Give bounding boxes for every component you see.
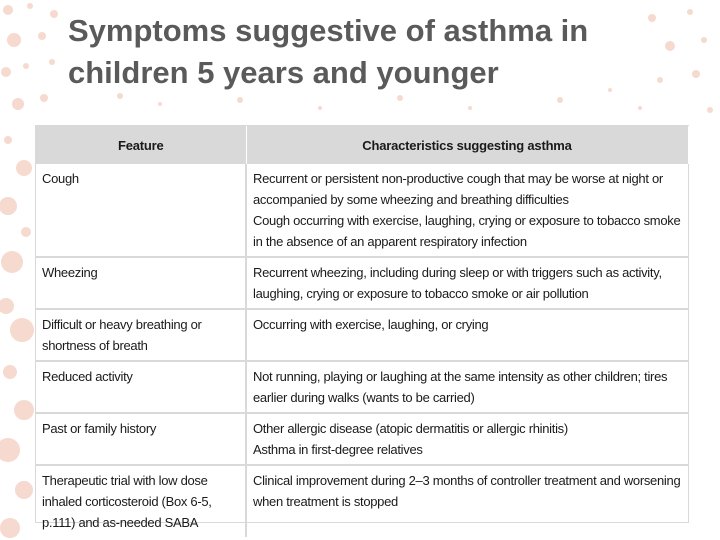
feature-text: Cough	[42, 171, 79, 186]
feature-text: Reduced activity	[42, 369, 133, 384]
characteristics-text: earlier during walks (wants to be carrie…	[253, 390, 475, 405]
feature-cell: Difficult or heavy breathing or shortnes…	[36, 309, 247, 362]
characteristics-text: when treatment is stopped	[253, 494, 398, 509]
feature-text: Therapeutic trial with low dose	[42, 473, 208, 488]
characteristics-cell: Other allergic disease (atopic dermatiti…	[246, 413, 688, 466]
characteristics-text: Other allergic disease (atopic dermatiti…	[253, 421, 568, 436]
characteristics-cell: Clinical improvement during 2–3 months o…	[246, 465, 688, 537]
characteristics-text: Recurrent wheezing, including during sle…	[253, 265, 662, 280]
characteristics-text: Cough occurring with exercise, laughing,…	[253, 213, 681, 228]
characteristics-cell: Recurrent wheezing, including during sle…	[246, 257, 688, 310]
table-header-row: Feature Characteristics suggesting asthm…	[36, 126, 689, 164]
characteristics-text: laughing, crying or exposure to tobacco …	[253, 286, 589, 301]
characteristics-text: Asthma in first-degree relatives	[253, 442, 423, 457]
characteristics-cell: Recurrent or persistent non-productive c…	[246, 164, 688, 258]
feature-cell: Reduced activity	[36, 361, 247, 414]
characteristics-cell: Not running, playing or laughing at the …	[246, 361, 688, 414]
symptoms-table: Feature Characteristics suggesting asthm…	[36, 126, 689, 537]
table-row: Difficult or heavy breathing or shortnes…	[36, 309, 688, 362]
feature-text: Past or family history	[42, 421, 157, 436]
column-header-feature: Feature	[36, 126, 247, 164]
column-header-characteristics: Characteristics suggesting asthma	[246, 126, 689, 164]
table-row: Therapeutic trial with low dose inhaled …	[36, 465, 688, 537]
feature-cell: Past or family history	[36, 413, 247, 466]
characteristics-cell: Occurring with exercise, laughing, or cr…	[246, 309, 688, 362]
feature-cell: Cough	[36, 164, 247, 258]
symptoms-table-container: Feature Characteristics suggesting asthm…	[36, 126, 689, 537]
characteristics-text: Recurrent or persistent non-productive c…	[253, 171, 663, 186]
feature-text: shortness of breath	[42, 338, 148, 353]
characteristics-text: in the absence of an apparent respirator…	[253, 234, 527, 249]
feature-cell: Therapeutic trial with low dose inhaled …	[36, 465, 247, 537]
feature-text: Wheezing	[42, 265, 98, 280]
title-line-2: children 5 years and younger	[68, 55, 499, 90]
feature-text: inhaled corticosteroid (Box 6-5,	[42, 494, 212, 509]
feature-text: Difficult or heavy breathing or	[42, 317, 202, 332]
characteristics-text: Not running, playing or laughing at the …	[253, 369, 668, 384]
slide-title: Symptoms suggestive of asthma in childre…	[68, 10, 708, 94]
table-row: Past or family history Other allergic di…	[36, 413, 688, 466]
characteristics-text: Clinical improvement during 2–3 months o…	[253, 473, 681, 488]
table-row: Cough Recurrent or persistent non-produc…	[36, 164, 688, 258]
feature-cell: Wheezing	[36, 257, 247, 310]
table-row: Reduced activity Not running, playing or…	[36, 361, 688, 414]
characteristics-text: Occurring with exercise, laughing, or cr…	[253, 317, 489, 332]
characteristics-text: accompanied by some wheezing and breathi…	[253, 192, 569, 207]
title-line-1: Symptoms suggestive of asthma in	[68, 13, 589, 48]
table-row: Wheezing Recurrent wheezing, including d…	[36, 257, 688, 310]
feature-text: p.111) and as-needed SABA	[42, 515, 199, 530]
